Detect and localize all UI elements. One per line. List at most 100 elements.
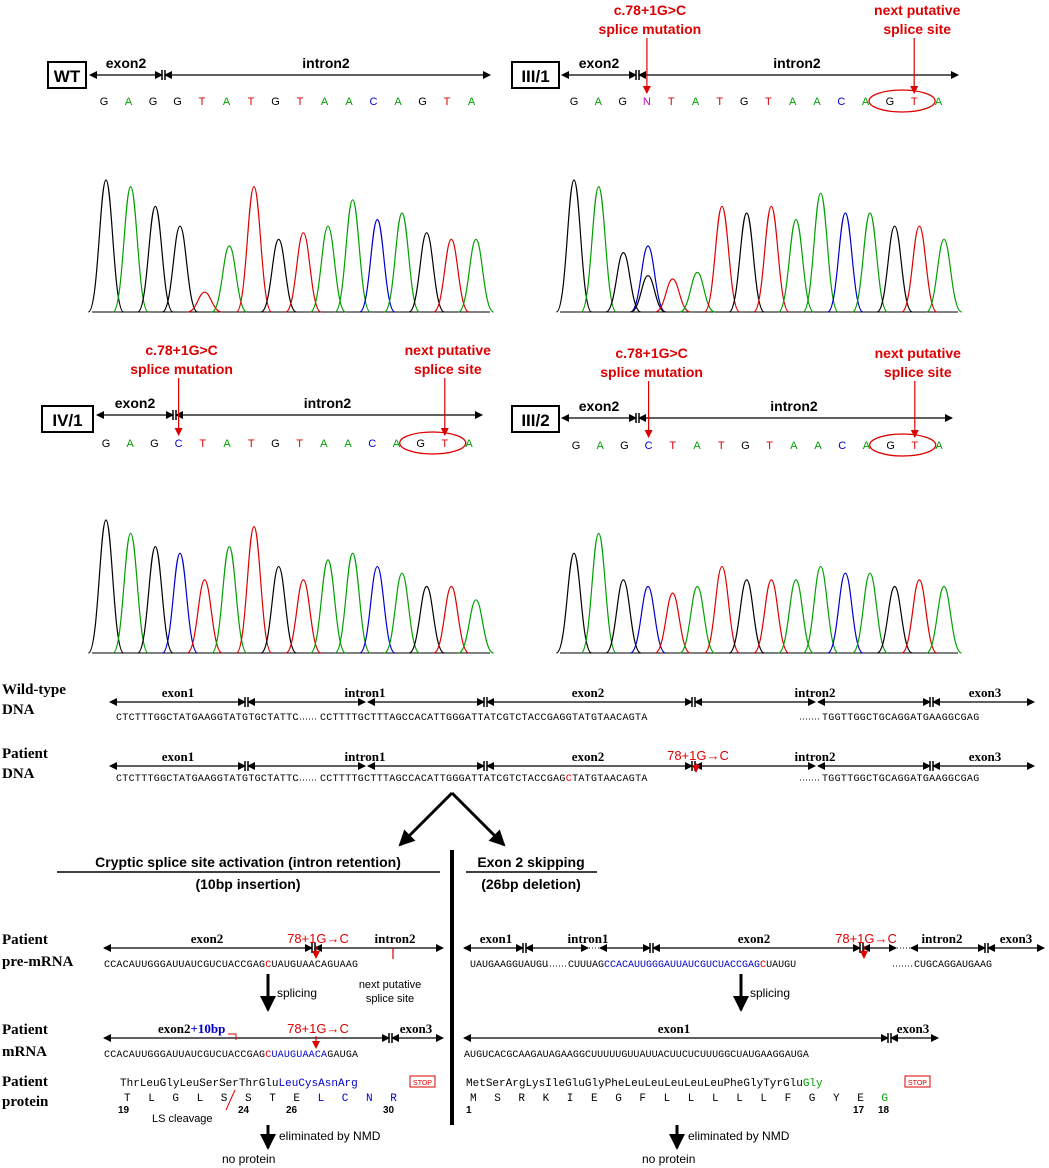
rpre-intron1-label: intron1: [568, 931, 609, 946]
trace-peak-A: [679, 585, 716, 654]
sample-label: WT: [54, 67, 81, 86]
base-A: A: [595, 96, 603, 108]
seq-part: CTCTTTGGCTATGAAGGTATGTGCTATTC: [116, 774, 299, 785]
panel-iii-1: III/1 exon2 intron2 G A G N T A T G T A A C A G T Ac.78+1G…: [511, 2, 962, 313]
rp-aa3: MetSerArgLysIleGluGlyPheLeuLeuLeuLeuLeuP…: [466, 1078, 823, 1090]
base-T: T: [765, 96, 772, 108]
seq-part: TGGTTGGCTGCAGGATGAAGGCGAG: [822, 713, 980, 724]
lp-aa3-Ser: Ser: [219, 1078, 239, 1090]
base-T: T: [444, 96, 451, 108]
putative-site-ellipse: [868, 89, 936, 113]
base-A: A: [597, 440, 605, 452]
trace-peak-T: [753, 205, 790, 313]
trace-peak-G: [408, 585, 445, 654]
lp-aa1-E: E: [293, 1093, 300, 1105]
lp-aa1-R: R: [390, 1093, 397, 1105]
lp-aa1-L: L: [148, 1093, 155, 1105]
rp-num: 1: [466, 1105, 472, 1116]
base-A: A: [465, 438, 473, 450]
rp-aa1-G: G: [881, 1093, 888, 1105]
rp-aa3-Glu: Glu: [783, 1078, 803, 1090]
branch-arrow-right: [450, 791, 506, 847]
trace-peak-G: [728, 579, 765, 654]
next-site-label: splice site: [414, 361, 482, 377]
rp-aa3-Leu: Leu: [684, 1078, 704, 1090]
seq-part: C: [265, 1050, 271, 1061]
rpre-mutation-label: 78+1G→C: [835, 931, 897, 946]
base-T: T: [248, 438, 255, 450]
lm-exon2-insert-label: exon2+10bp: [158, 1021, 225, 1036]
rpre-intron2-label: intron2: [922, 931, 963, 946]
seq-part: GAUGA: [327, 1050, 358, 1061]
trace-peak-A: [334, 199, 371, 313]
rp-aa3-Phe: Phe: [605, 1078, 625, 1090]
lp-num: 19: [118, 1105, 130, 1116]
rp-aa1-G: G: [615, 1093, 622, 1105]
trace-peak-T: [186, 579, 223, 654]
lp-aa3-Leu: Leu: [179, 1078, 199, 1090]
exon2-label: exon2: [572, 685, 605, 700]
trace-peak-G: [137, 545, 174, 654]
mutation-label: splice mutation: [600, 364, 703, 380]
wt-dna-map: exon1 intron1 exon2 intron2 exon3 CTCTTTGGCTA…: [109, 685, 1035, 724]
dna-section: Wild-type DNA Patient DNA exon1 intron1 ex…: [2, 682, 1035, 847]
trace-peak-C: [161, 552, 199, 654]
rp-aa1-R: R: [518, 1093, 525, 1105]
base-A: A: [321, 96, 329, 108]
exon-label: exon2: [106, 55, 147, 71]
trace-peak-T: [753, 579, 790, 654]
rp-num: 17: [853, 1105, 865, 1116]
rp-aa3-Met: Met: [466, 1078, 486, 1090]
lp-num: 26: [286, 1105, 298, 1116]
base-G: G: [886, 96, 895, 108]
base-G: G: [271, 438, 280, 450]
left-protein: ThrLeuGlyLeuSerSerThrGluLeuCysAsnArg STOP…: [118, 1075, 436, 1125]
rp-aa1-I: I: [567, 1093, 574, 1105]
trace-peak-A: [851, 572, 889, 654]
sample-label-box: [511, 405, 560, 433]
lm-mutation-label: 78+1G→C: [287, 1021, 349, 1036]
base-G: G: [620, 440, 629, 452]
lpre-seq: CCACAUUGGGAUUAUCGUCUACCGAGCUAUGUAACAGUAA…: [104, 960, 358, 971]
base-T: T: [668, 96, 675, 108]
rp-aa3-Leu: Leu: [704, 1078, 724, 1090]
mutation-label: splice mutation: [599, 21, 702, 37]
left-no-protein: no protein: [222, 1152, 275, 1166]
sample-label-box: [41, 405, 94, 433]
exon3-label: exon3: [969, 685, 1002, 700]
seq-part: C: [265, 960, 271, 971]
trace-peak-T: [235, 526, 273, 654]
lp-aa1-L: L: [197, 1093, 204, 1105]
base-G: G: [570, 96, 579, 108]
panel-iv-1: IV/1 exon2 intron2 G A G C T A T G T A A C A G T Ac.78+1G>…: [41, 342, 494, 654]
lpre-exon2-label: exon2: [191, 931, 224, 946]
base-A: A: [320, 438, 328, 450]
rp-aa1-F: F: [639, 1093, 646, 1105]
intron2-label: intron2: [795, 749, 836, 764]
trace-peak-G: [728, 212, 765, 313]
lp-aa3-Leu: Leu: [279, 1078, 299, 1090]
base-A: A: [345, 96, 353, 108]
rm-exon1-label: exon1: [658, 1021, 691, 1036]
mutation-label: c.78+1G>C: [615, 345, 687, 361]
right-mrna-map: exon1 exon3 AUGUCACGCAAGAUAGAAGGCUUUUUGUUA…: [463, 1021, 939, 1061]
base-A: A: [935, 440, 943, 452]
base-G: G: [740, 96, 749, 108]
base-G: G: [150, 438, 159, 450]
base-T: T: [669, 440, 676, 452]
lm-exon2: exon2: [158, 1021, 191, 1036]
rp-aa3-Leu: Leu: [664, 1078, 684, 1090]
sample-label: III/2: [521, 411, 549, 430]
base-G: G: [618, 96, 627, 108]
trace-peak-A: [309, 559, 347, 654]
trace-peak-A: [112, 532, 149, 654]
base-T: T: [766, 440, 773, 452]
trace-peak-C: [827, 572, 864, 654]
left-title: Cryptic splice site activation (intron r…: [95, 854, 401, 870]
dna-mutation-label: 78+1G→C: [667, 748, 729, 763]
rp-aa1-M: M: [470, 1093, 477, 1105]
base-G: G: [271, 96, 280, 108]
trace-peak-A: [926, 585, 962, 654]
base-G: G: [102, 438, 111, 450]
trace-peak-T: [703, 565, 741, 654]
